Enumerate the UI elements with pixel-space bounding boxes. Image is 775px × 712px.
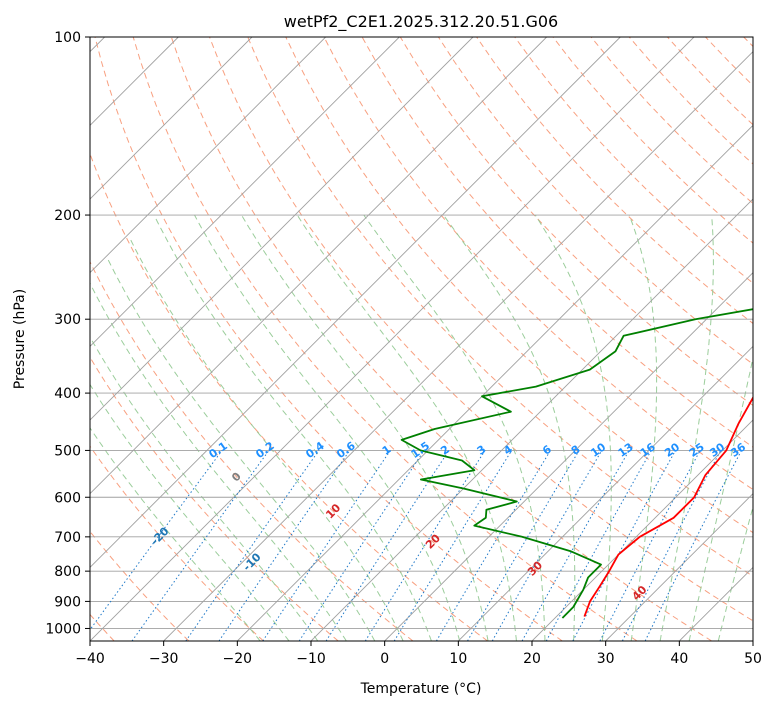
y-tick-label: 200 xyxy=(54,208,81,224)
y-tick-label: 100 xyxy=(54,30,81,46)
x-tick-label: 50 xyxy=(744,651,762,667)
x-tick-label: 0 xyxy=(380,651,389,667)
x-tick-label: 40 xyxy=(670,651,688,667)
x-tick-label: 30 xyxy=(597,651,615,667)
y-tick-label: 600 xyxy=(54,490,81,506)
y-tick-label: 900 xyxy=(54,594,81,610)
x-tick-label: 20 xyxy=(523,651,541,667)
y-tick-label: 1000 xyxy=(45,621,81,637)
x-tick-label: −20 xyxy=(223,651,253,667)
y-tick-label: 500 xyxy=(54,443,81,459)
y-tick-label: 300 xyxy=(54,312,81,328)
x-tick-label: 10 xyxy=(449,651,467,667)
y-tick-label: 700 xyxy=(54,530,81,546)
x-tick-label: −10 xyxy=(296,651,326,667)
x-axis-label: Temperature (°C) xyxy=(360,681,482,697)
x-tick-label: −30 xyxy=(149,651,179,667)
y-axis-label: Pressure (hPa) xyxy=(12,289,28,389)
y-tick-label: 400 xyxy=(54,386,81,402)
x-tick-label: −40 xyxy=(75,651,105,667)
chart-title: wetPf2_C2E1.2025.312.20.51.G06 xyxy=(284,12,558,32)
y-tick-label: 800 xyxy=(54,564,81,580)
